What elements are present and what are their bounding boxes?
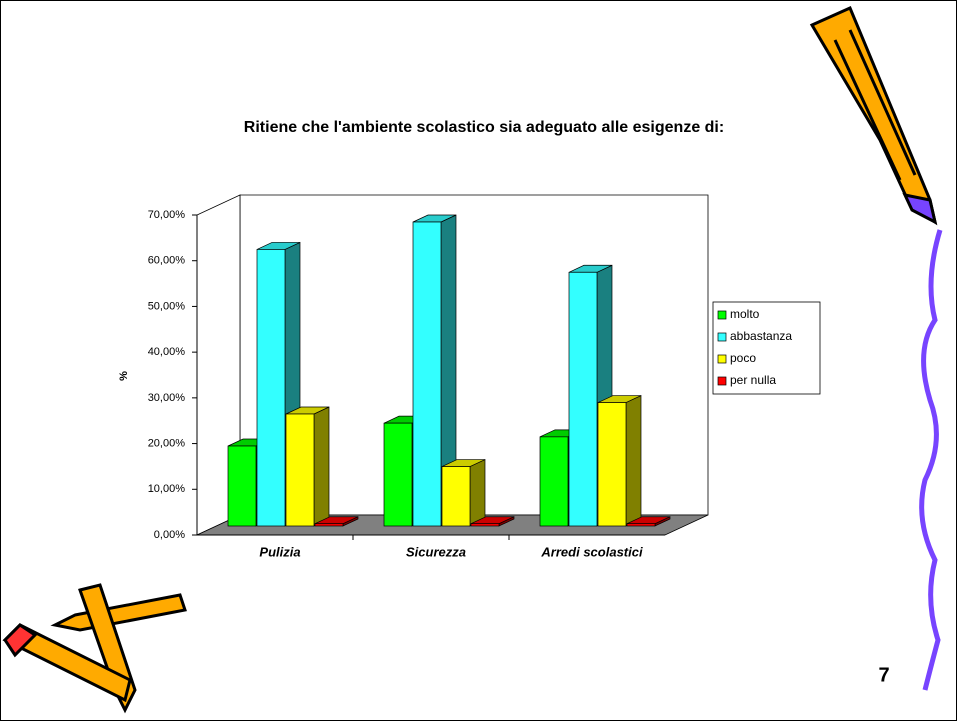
x-tick-label: Pulizia xyxy=(259,544,300,559)
legend-swatch xyxy=(717,354,727,364)
decor-squiggle xyxy=(919,229,943,691)
bar xyxy=(539,436,569,527)
bar xyxy=(626,523,656,527)
y-tick-label: 10,00% xyxy=(148,483,186,495)
x-tick-label: Arredi scolastici xyxy=(540,544,643,559)
bar xyxy=(441,466,471,527)
legend-label: per nulla xyxy=(730,373,776,387)
y-tick-label: 50,00% xyxy=(148,300,186,312)
page-number: 7 xyxy=(878,664,889,686)
y-tick-label: 0,00% xyxy=(154,529,185,541)
legend-swatch xyxy=(717,376,727,386)
bar-side xyxy=(625,395,642,527)
legend-box xyxy=(712,301,821,395)
legend-label: poco xyxy=(730,351,756,365)
bar xyxy=(412,221,442,527)
pencil-top-right xyxy=(809,6,938,226)
bar xyxy=(383,422,413,527)
bar-side xyxy=(469,459,486,527)
x-tick-label: Sicurezza xyxy=(406,544,466,559)
bar xyxy=(227,445,257,527)
bar-side xyxy=(313,406,330,527)
legend-swatch xyxy=(717,310,727,320)
y-tick-label: 60,00% xyxy=(148,255,186,267)
y-tick-label: 20,00% xyxy=(148,437,186,449)
bar xyxy=(314,523,344,527)
pencils-bottom-left xyxy=(2,583,187,714)
bar xyxy=(597,402,627,527)
bar xyxy=(470,523,500,527)
y-axis-label: % xyxy=(118,371,130,381)
legend-label: abbastanza xyxy=(730,329,792,343)
chart-title: Ritiene che l'ambiente scolastico sia ad… xyxy=(244,119,724,136)
bar xyxy=(568,271,598,527)
y-tick-label: 30,00% xyxy=(148,392,186,404)
bar xyxy=(256,249,286,527)
y-tick-label: 40,00% xyxy=(148,346,186,358)
legend-swatch xyxy=(717,332,727,342)
legend-label: molto xyxy=(730,307,760,321)
y-tick-label: 70,00% xyxy=(148,209,186,221)
bar xyxy=(285,413,315,527)
